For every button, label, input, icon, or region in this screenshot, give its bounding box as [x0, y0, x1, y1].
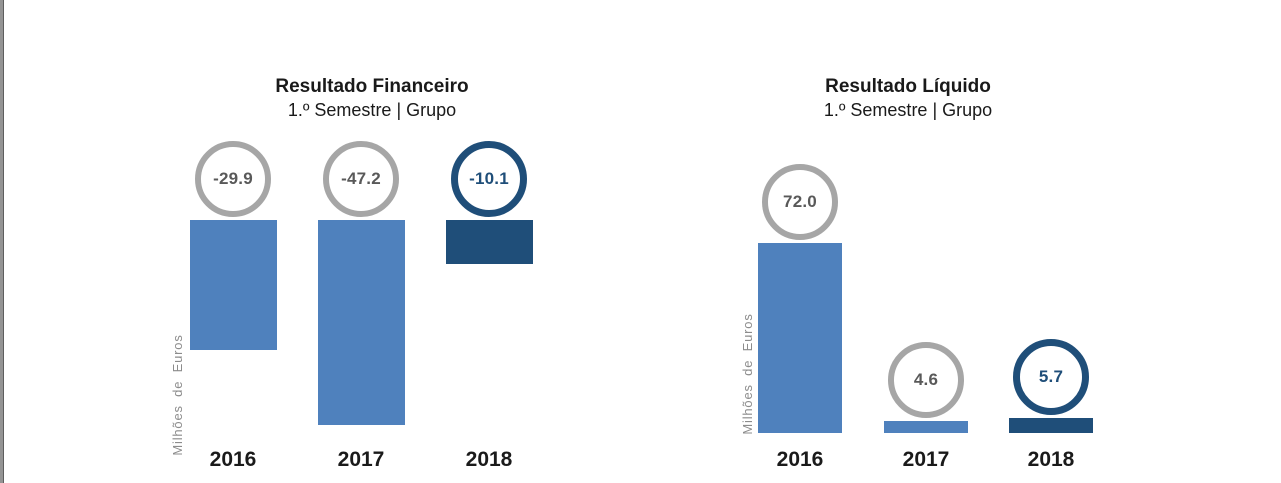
plot-area: -29.9 2016 -47.2 2017 -10.1 2018: [150, 70, 620, 483]
value-badge-2018: 5.7: [1013, 339, 1089, 415]
category-label-2017: 2017: [902, 448, 950, 471]
bar-2017: [317, 220, 405, 425]
bar-2018: [445, 220, 533, 264]
bar-2016: [758, 243, 842, 433]
value-badge-2018: -10.1: [451, 141, 527, 217]
bar-2017: [884, 421, 968, 433]
category-label-2017: 2017: [337, 448, 385, 471]
value-badge-2017: 4.6: [888, 342, 964, 418]
category-label-2018: 2018: [1027, 448, 1075, 471]
value-badge-2016: 72.0: [762, 164, 838, 240]
plot-area: 72.0 2016 4.6 2017 5.7 2018: [720, 70, 1190, 483]
chart-title: Resultado Líquido: [825, 76, 991, 97]
value-badge-2017: -47.2: [323, 141, 399, 217]
chart-resultado-liquido: Resultado Líquido 1.º Semestre | Grupo M…: [720, 70, 1190, 483]
bar-2018: [1009, 418, 1093, 433]
chart-title-block: Resultado Financeiro 1.º Semestre | Grup…: [172, 74, 572, 122]
chart-title-block: Resultado Líquido 1.º Semestre | Grupo: [708, 74, 1108, 122]
chart-resultado-financeiro: Resultado Financeiro 1.º Semestre | Grup…: [150, 70, 620, 483]
value-badge-2016: -29.9: [195, 141, 271, 217]
category-label-2016: 2016: [776, 448, 824, 471]
category-label-2016: 2016: [209, 448, 257, 471]
chart-title: Resultado Financeiro: [275, 76, 469, 97]
chart-subtitle: 1.º Semestre | Grupo: [823, 100, 993, 120]
category-label-2018: 2018: [465, 448, 513, 471]
bar-2016: [189, 220, 277, 350]
page-left-edge: [0, 0, 4, 483]
chart-subtitle: 1.º Semestre | Grupo: [287, 100, 457, 120]
